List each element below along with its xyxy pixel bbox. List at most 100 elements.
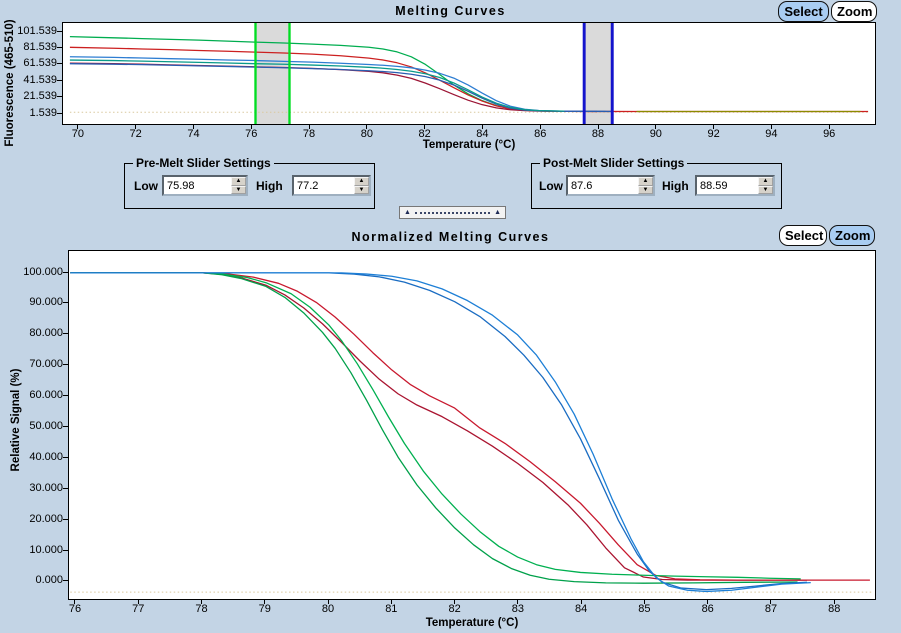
x-tick-label: 90 [649, 128, 662, 140]
melting_curves-canvas [69, 23, 869, 124]
curve-sample-green-2 [70, 272, 798, 584]
post-melt-legend: Post-Melt Slider Settings [540, 156, 688, 170]
x-tick-label: 76 [245, 128, 258, 140]
x-tick-mark [454, 600, 456, 604]
post-melt-high-spin-down-button[interactable]: ▼ [758, 185, 773, 194]
pre-melt-high-spin-down-button[interactable]: ▼ [354, 185, 369, 194]
spin-up-icon: ▲ [358, 178, 365, 185]
y-tick-label: 50.000 [29, 419, 63, 432]
y-tick-label: 90.000 [29, 296, 63, 309]
x-tick-label: 83 [511, 603, 524, 615]
y-tick-mark [63, 395, 68, 397]
pre-melt-low-spin-down-button[interactable]: ▼ [231, 185, 246, 194]
y-tick-mark [57, 79, 62, 81]
post-melt-low-spinner: ▲ ▼ [638, 177, 653, 194]
y-tick-label: 30.000 [29, 481, 63, 494]
pre-melt-high-input[interactable] [294, 177, 354, 194]
x-tick-mark [308, 125, 310, 129]
y-tick-mark [63, 580, 68, 582]
x-tick-mark [201, 600, 202, 604]
pre-melt-high-spinner: ▲ ▼ [354, 177, 369, 194]
x-tick-label: 76 [68, 603, 82, 615]
y-tick-mark [63, 456, 68, 458]
normalized_melting_curves-canvas [70, 272, 874, 593]
splitter-dots [414, 211, 491, 214]
spin-up-icon: ▲ [642, 178, 649, 185]
x-tick-label: 94 [765, 128, 778, 140]
y-tick-label: 80.000 [29, 327, 63, 340]
x-tick-label: 88 [828, 603, 841, 615]
post-melt-high-input[interactable] [697, 177, 758, 194]
pre-melt-low-spinbox: ▲ ▼ [162, 175, 248, 196]
melting-curves-plot[interactable] [62, 22, 876, 125]
splitter-arrow-right-icon: ▲ [494, 209, 501, 216]
post-melt-band [584, 23, 613, 124]
x-tick-mark [250, 125, 252, 129]
curve-sample-red-2 [70, 272, 807, 581]
post-melt-low-spinbox: ▲ ▼ [566, 175, 655, 196]
x-tick-label: 92 [707, 128, 720, 140]
x-tick-mark [770, 125, 772, 129]
x-tick-mark [481, 125, 483, 129]
y-tick-mark [63, 333, 68, 335]
x-tick-mark [327, 600, 329, 604]
y-tick-label: 70.000 [29, 358, 63, 371]
y-tick-mark [63, 302, 68, 304]
y-tick-mark [63, 425, 68, 427]
x-tick-label: 96 [823, 128, 836, 140]
curve-sample-darkred-2 [69, 62, 597, 113]
y-tick-mark [57, 96, 62, 98]
x-tick-label: 86 [701, 603, 714, 615]
x-tick-label: 78 [195, 603, 208, 615]
post-melt-high-label: High [662, 179, 689, 193]
pre-melt-low-spin-up-button[interactable]: ▲ [231, 177, 246, 186]
x-tick-mark [833, 600, 835, 604]
top-zoom-button[interactable]: Zoom [831, 1, 877, 22]
panel-splitter-handle[interactable]: ▲ ▲ [399, 206, 506, 219]
x-tick-mark [74, 600, 76, 604]
pre-melt-high-spin-up-button[interactable]: ▲ [354, 177, 369, 186]
x-tick-mark [192, 125, 194, 129]
curve-sample-blue-2 [69, 63, 613, 113]
bottom-select-button[interactable]: Select [779, 225, 827, 246]
curve-sample-red-1 [69, 46, 869, 113]
post-melt-high-spin-up-button[interactable]: ▲ [758, 177, 773, 186]
x-tick-label: 81 [385, 603, 398, 615]
x-tick-label: 77 [132, 603, 145, 615]
x-tick-label: 79 [258, 603, 271, 615]
bottom-zoom-button[interactable]: Zoom [829, 225, 875, 246]
x-tick-mark [77, 125, 79, 129]
y-tick-mark [63, 487, 68, 489]
x-tick-mark [366, 125, 368, 129]
y-tick-label: 1.539 [29, 106, 57, 119]
y-tick-label: 10.000 [29, 543, 63, 556]
pre-melt-low-input[interactable] [164, 177, 231, 194]
y-tick-label: 101.539 [17, 24, 57, 37]
post-melt-low-spin-down-button[interactable]: ▼ [638, 185, 653, 194]
pre-melt-low-label: Low [134, 179, 158, 193]
x-tick-label: 85 [638, 603, 651, 615]
post-melt-low-input[interactable] [568, 177, 638, 194]
post-melt-high-spinner: ▲ ▼ [758, 177, 773, 194]
post-melt-low-spin-up-button[interactable]: ▲ [638, 177, 653, 186]
pre-melt-settings-group: Pre-Melt Slider Settings Low ▲ ▼ High ▲ … [124, 156, 375, 209]
post-melt-low-label: Low [539, 179, 563, 193]
y-tick-label: 61.539 [23, 57, 57, 70]
x-tick-label: 88 [591, 128, 605, 140]
x-tick-mark [137, 600, 139, 604]
normalized-melting-curves-plot[interactable] [68, 250, 876, 600]
x-tick-label: 80 [321, 603, 335, 615]
x-tick-label: 78 [302, 128, 316, 140]
y-tick-mark [57, 46, 62, 48]
top-select-button[interactable]: Select [778, 1, 829, 22]
melting-curves-title: Melting Curves [395, 4, 506, 18]
spin-up-icon: ▲ [235, 178, 242, 185]
curve-sample-green-1 [70, 272, 801, 580]
y-tick-mark [63, 549, 68, 551]
y-tick-label: 100.000 [23, 265, 63, 278]
y-tick-mark [57, 63, 62, 65]
x-tick-label: 84 [476, 128, 489, 140]
y-tick-mark [63, 518, 68, 520]
x-tick-label: 87 [764, 603, 778, 615]
x-tick-label: 74 [187, 128, 200, 140]
